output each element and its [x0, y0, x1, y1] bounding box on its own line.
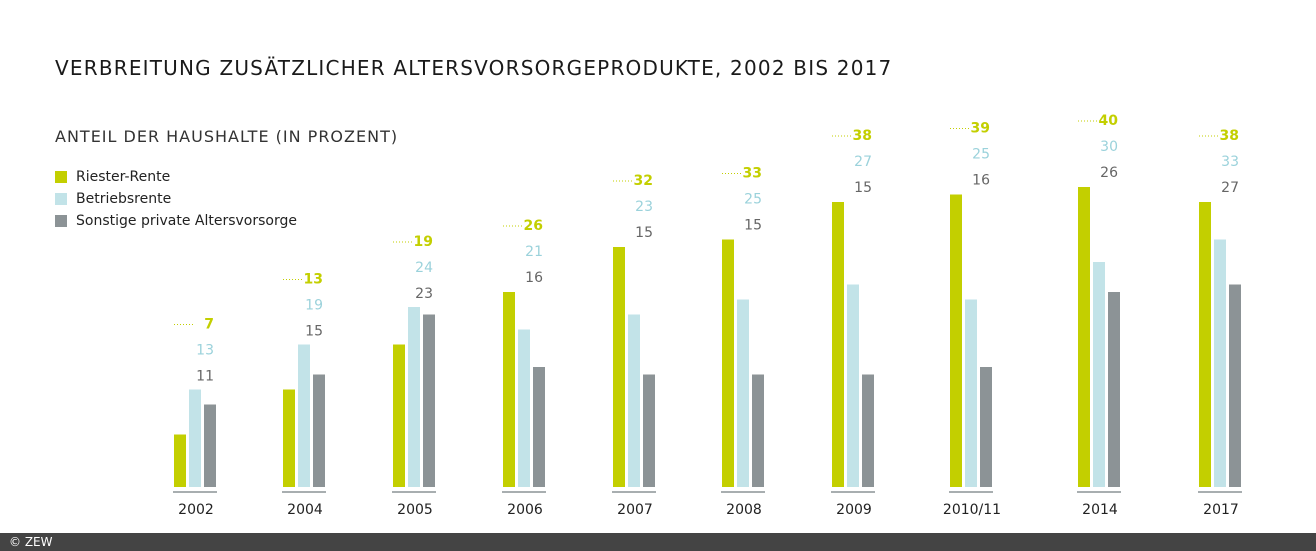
value-label-sonstige-2008: 15	[744, 218, 762, 234]
chart-title: VERBREITUNG ZUSÄTZLICHER ALTERSVORSORGEP…	[55, 56, 893, 80]
legend-label-riester: Riester-Rente	[76, 169, 171, 185]
value-label-betriebsrente-2008: 25	[744, 192, 762, 208]
bar-riester-2014	[1078, 187, 1090, 487]
value-label-sonstige-2002: 11	[196, 369, 214, 385]
legend-item-riester: Riester-Rente	[55, 166, 297, 188]
bar-riester-2002	[174, 434, 186, 487]
bar-sonstige-2017	[1229, 284, 1241, 487]
value-label-riester-2010-11: 39	[971, 121, 990, 137]
value-label-sonstige-2017: 27	[1221, 180, 1239, 196]
x-tick-label-2006: 2006	[507, 502, 543, 518]
x-tick-label-2002: 2002	[178, 502, 214, 518]
bar-betriebsrente-2009	[847, 284, 859, 487]
legend: Riester-Rente Betriebsrente Sonstige pri…	[55, 166, 297, 232]
bar-riester-2006	[503, 292, 515, 487]
value-label-sonstige-2005: 23	[415, 286, 433, 302]
value-label-betriebsrente-2017: 33	[1221, 154, 1239, 170]
x-tick-label-2004: 2004	[287, 502, 323, 518]
value-label-sonstige-2006: 16	[525, 270, 543, 286]
bar-betriebsrente-2002	[189, 389, 201, 487]
legend-item-betriebsrente: Betriebsrente	[55, 188, 297, 210]
x-tick-label-2008: 2008	[726, 502, 762, 518]
bar-riester-2009	[832, 202, 844, 487]
bar-sonstige-2010-11	[980, 367, 992, 487]
value-label-riester-2006: 26	[524, 218, 543, 234]
bar-sonstige-2009	[862, 374, 874, 487]
legend-swatch-riester	[55, 171, 67, 183]
x-tick-label-2007: 2007	[617, 502, 653, 518]
value-label-betriebsrente-2007: 23	[635, 199, 653, 215]
x-tick-label-2014: 2014	[1082, 502, 1118, 518]
value-label-riester-2002: 7	[204, 317, 214, 333]
value-label-sonstige-2007: 15	[635, 225, 653, 241]
x-tick-label-2010-11: 2010/11	[943, 502, 1001, 518]
x-tick-label-2005: 2005	[397, 502, 433, 518]
x-tick-label-2009: 2009	[836, 502, 872, 518]
value-label-sonstige-2004: 15	[305, 324, 323, 340]
bar-riester-2004	[283, 389, 295, 487]
value-label-sonstige-2009: 15	[854, 180, 872, 196]
bar-betriebsrente-2006	[518, 329, 530, 487]
legend-item-sonstige: Sonstige private Altersvorsorge	[55, 210, 297, 232]
bar-sonstige-2005	[423, 314, 435, 487]
value-label-sonstige-2014: 26	[1100, 165, 1118, 181]
bar-sonstige-2006	[533, 367, 545, 487]
value-label-riester-2005: 19	[414, 234, 433, 250]
bar-betriebsrente-2007	[628, 314, 640, 487]
value-label-riester-2014: 40	[1099, 113, 1119, 129]
value-label-riester-2008: 33	[743, 166, 762, 182]
value-label-riester-2017: 38	[1220, 128, 1239, 144]
value-label-betriebsrente-2014: 30	[1100, 139, 1118, 155]
legend-swatch-betriebsrente	[55, 193, 67, 205]
value-label-betriebsrente-2009: 27	[854, 154, 872, 170]
value-label-riester-2009: 38	[853, 128, 872, 144]
value-label-sonstige-2010-11: 16	[972, 173, 990, 189]
x-tick-label-2017: 2017	[1203, 502, 1239, 518]
bar-riester-2017	[1199, 202, 1211, 487]
copyright-footer: © ZEW	[0, 533, 1316, 551]
value-label-betriebsrente-2002: 13	[196, 343, 214, 359]
bar-betriebsrente-2004	[298, 344, 310, 487]
bar-betriebsrente-2008	[737, 299, 749, 487]
bar-riester-2005	[393, 344, 405, 487]
bar-chart: 7 13 11 2002 13 19 15 2004 19 24 23 2005 26 21 16 2006 3…	[173, 113, 1242, 518]
bar-riester-2008	[722, 239, 734, 487]
value-label-betriebsrente-2006: 21	[525, 244, 543, 260]
legend-label-betriebsrente: Betriebsrente	[76, 191, 172, 207]
bar-sonstige-2014	[1108, 292, 1120, 487]
legend-swatch-sonstige	[55, 215, 67, 227]
bar-sonstige-2002	[204, 404, 216, 487]
bar-riester-2010-11	[950, 194, 962, 487]
value-label-betriebsrente-2010-11: 25	[972, 147, 990, 163]
bar-betriebsrente-2005	[408, 307, 420, 487]
value-label-betriebsrente-2005: 24	[415, 260, 433, 276]
bar-betriebsrente-2010-11	[965, 299, 977, 487]
chart-subtitle: ANTEIL DER HAUSHALTE (IN PROZENT)	[55, 127, 399, 146]
bar-riester-2007	[613, 247, 625, 487]
value-label-betriebsrente-2004: 19	[305, 298, 323, 314]
bar-sonstige-2008	[752, 374, 764, 487]
bar-betriebsrente-2017	[1214, 239, 1226, 487]
bar-betriebsrente-2014	[1093, 262, 1105, 487]
bar-sonstige-2007	[643, 374, 655, 487]
value-label-riester-2004: 13	[304, 272, 323, 288]
bar-sonstige-2004	[313, 374, 325, 487]
legend-label-sonstige: Sonstige private Altersvorsorge	[76, 213, 297, 229]
value-label-riester-2007: 32	[634, 173, 653, 189]
